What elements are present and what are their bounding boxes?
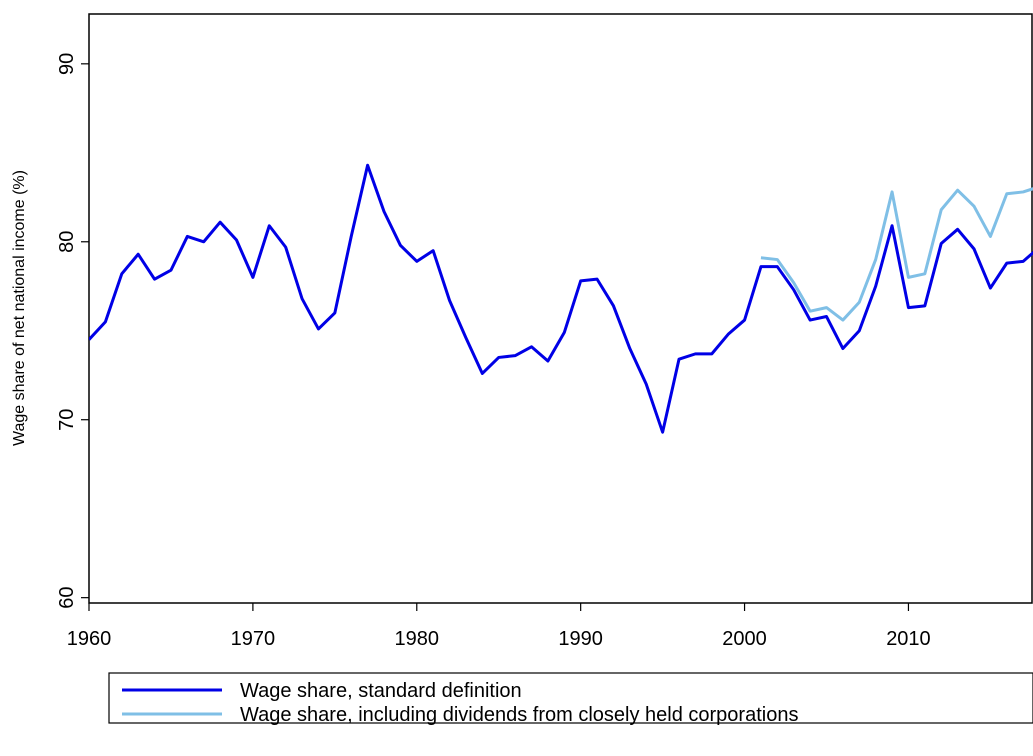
x-tick-label: 1970 [231,628,276,650]
legend-label: Wage share, standard definition [240,680,522,702]
plot-area [89,163,1033,434]
y-tick-label: 60 [56,587,78,609]
plot-frame [88,13,1033,604]
x-tick-label: 1990 [558,628,603,650]
series-line [89,163,1033,434]
y-axis-label: Wage share of net national income (%) [11,170,28,446]
x-tick-label: 1980 [395,628,440,650]
legend [108,672,1033,724]
legend-label: Wage share, including dividends from clo… [240,704,798,726]
x-tick-label: 2000 [722,628,767,650]
y-tick-label: 90 [56,53,78,75]
y-tick-label: 70 [56,409,78,431]
x-tick-label: 1960 [67,628,112,650]
x-tick-label: 2010 [886,628,931,650]
series-line [760,187,1033,322]
y-tick-label: 80 [56,231,78,253]
